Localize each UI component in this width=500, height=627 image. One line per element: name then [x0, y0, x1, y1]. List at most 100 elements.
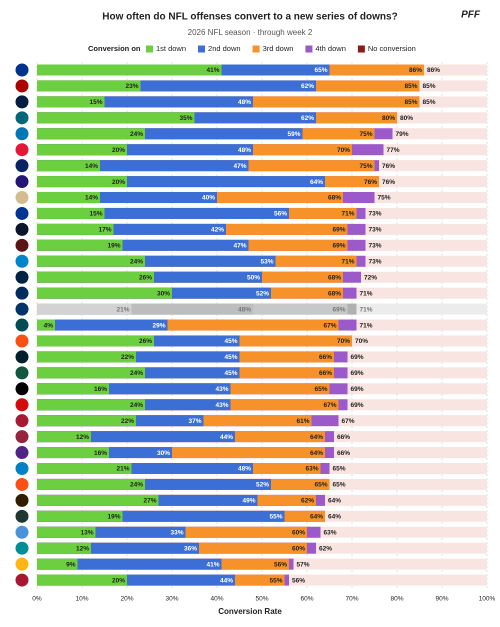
value-label: 56%: [274, 561, 287, 568]
value-label: 9%: [66, 561, 76, 568]
value-label: 23%: [125, 83, 138, 90]
value-label: 56%: [274, 211, 287, 218]
chart-title: How often do NFL offenses convert to a n…: [102, 12, 397, 23]
x-axis-label: Conversion Rate: [218, 607, 282, 616]
team-logo: [15, 63, 29, 77]
bar: [37, 223, 226, 235]
value-label: 12%: [76, 434, 89, 441]
bar: [37, 431, 91, 443]
bar: [37, 478, 145, 490]
value-label: 79%: [396, 131, 409, 138]
value-label: 52%: [256, 482, 269, 489]
bar: [37, 510, 285, 522]
value-label: 65%: [314, 482, 327, 489]
value-label: 45%: [224, 354, 237, 361]
value-label: 15%: [89, 99, 102, 106]
bar: [37, 478, 271, 490]
value-label: 76%: [364, 179, 377, 186]
value-label: 73%: [369, 227, 382, 234]
team-logo: [15, 462, 29, 475]
value-label: 62%: [301, 83, 314, 90]
team-logo: [15, 254, 29, 268]
legend-label: 4th down: [315, 44, 345, 53]
value-label: 65%: [314, 386, 327, 393]
bar: [37, 144, 253, 156]
bar: [37, 287, 172, 299]
brand: PFF: [461, 10, 481, 21]
value-label: 85%: [423, 83, 436, 90]
value-label: 76%: [382, 179, 395, 186]
value-label: 36%: [184, 545, 197, 552]
value-label: 71%: [360, 322, 373, 329]
value-label: 66%: [337, 450, 350, 457]
bar: [37, 80, 316, 92]
value-label: 77%: [387, 147, 400, 154]
value-label: 4%: [44, 322, 54, 329]
value-label: 16%: [94, 450, 107, 457]
bar: [37, 239, 249, 251]
value-label: 69%: [351, 386, 364, 393]
bar: [37, 351, 240, 363]
value-label: 85%: [423, 99, 436, 106]
value-label: 24%: [130, 131, 143, 138]
value-label: 20%: [112, 147, 125, 154]
value-label: 19%: [107, 243, 120, 250]
value-label: 64%: [310, 179, 323, 186]
value-label: 45%: [224, 338, 237, 345]
bar: [37, 526, 186, 538]
value-label: 61%: [296, 418, 309, 425]
value-label: 73%: [369, 243, 382, 250]
value-label: 75%: [359, 131, 372, 138]
value-label: 86%: [409, 67, 422, 74]
value-label: 27%: [143, 498, 156, 505]
value-label: 69%: [351, 370, 364, 377]
team-logo: [15, 398, 29, 412]
legend-swatch: [146, 45, 153, 53]
bar: [37, 271, 154, 283]
bar: [37, 335, 154, 347]
value-label: 86%: [427, 67, 440, 74]
team-logo: [15, 206, 29, 220]
bar: [37, 223, 114, 235]
value-label: 64%: [310, 434, 323, 441]
team-logo: [15, 334, 29, 348]
legend-swatch: [198, 45, 206, 53]
value-label: 67%: [323, 402, 336, 409]
x-tick-label: 0%: [32, 596, 42, 603]
value-label: 63%: [305, 466, 318, 473]
bar: [37, 176, 127, 188]
value-label: 19%: [107, 514, 120, 521]
value-label: 71%: [341, 258, 354, 265]
value-label: 53%: [260, 258, 273, 265]
team-logo: [15, 79, 29, 93]
value-label: 44%: [220, 577, 233, 584]
value-label: 24%: [130, 482, 143, 489]
value-label: 17%: [98, 227, 111, 234]
bar: [37, 80, 141, 92]
legend-label: No conversion: [368, 44, 416, 53]
value-label: 57%: [297, 561, 310, 568]
value-label: 62%: [319, 545, 332, 552]
value-label: 69%: [351, 354, 364, 361]
bar: [37, 494, 159, 506]
value-label: 64%: [310, 450, 323, 457]
bar: [37, 463, 132, 474]
bar: [37, 447, 109, 459]
value-label: 20%: [112, 577, 125, 584]
value-label: 85%: [404, 99, 417, 106]
legend-swatch: [357, 45, 365, 53]
team-logo: [15, 270, 29, 284]
bar: [37, 383, 231, 395]
team-logo: [15, 557, 29, 571]
value-label: 22%: [121, 418, 134, 425]
value-label: 14%: [85, 195, 98, 202]
value-label: 71%: [360, 290, 373, 297]
x-tick-label: 40%: [210, 596, 223, 603]
value-label: 49%: [242, 498, 255, 505]
x-tick-label: 10%: [75, 596, 88, 603]
value-label: 42%: [211, 227, 224, 234]
value-label: 30%: [157, 290, 170, 297]
bar: [37, 367, 145, 379]
value-label: 29%: [152, 322, 165, 329]
value-label: 75%: [359, 163, 372, 170]
